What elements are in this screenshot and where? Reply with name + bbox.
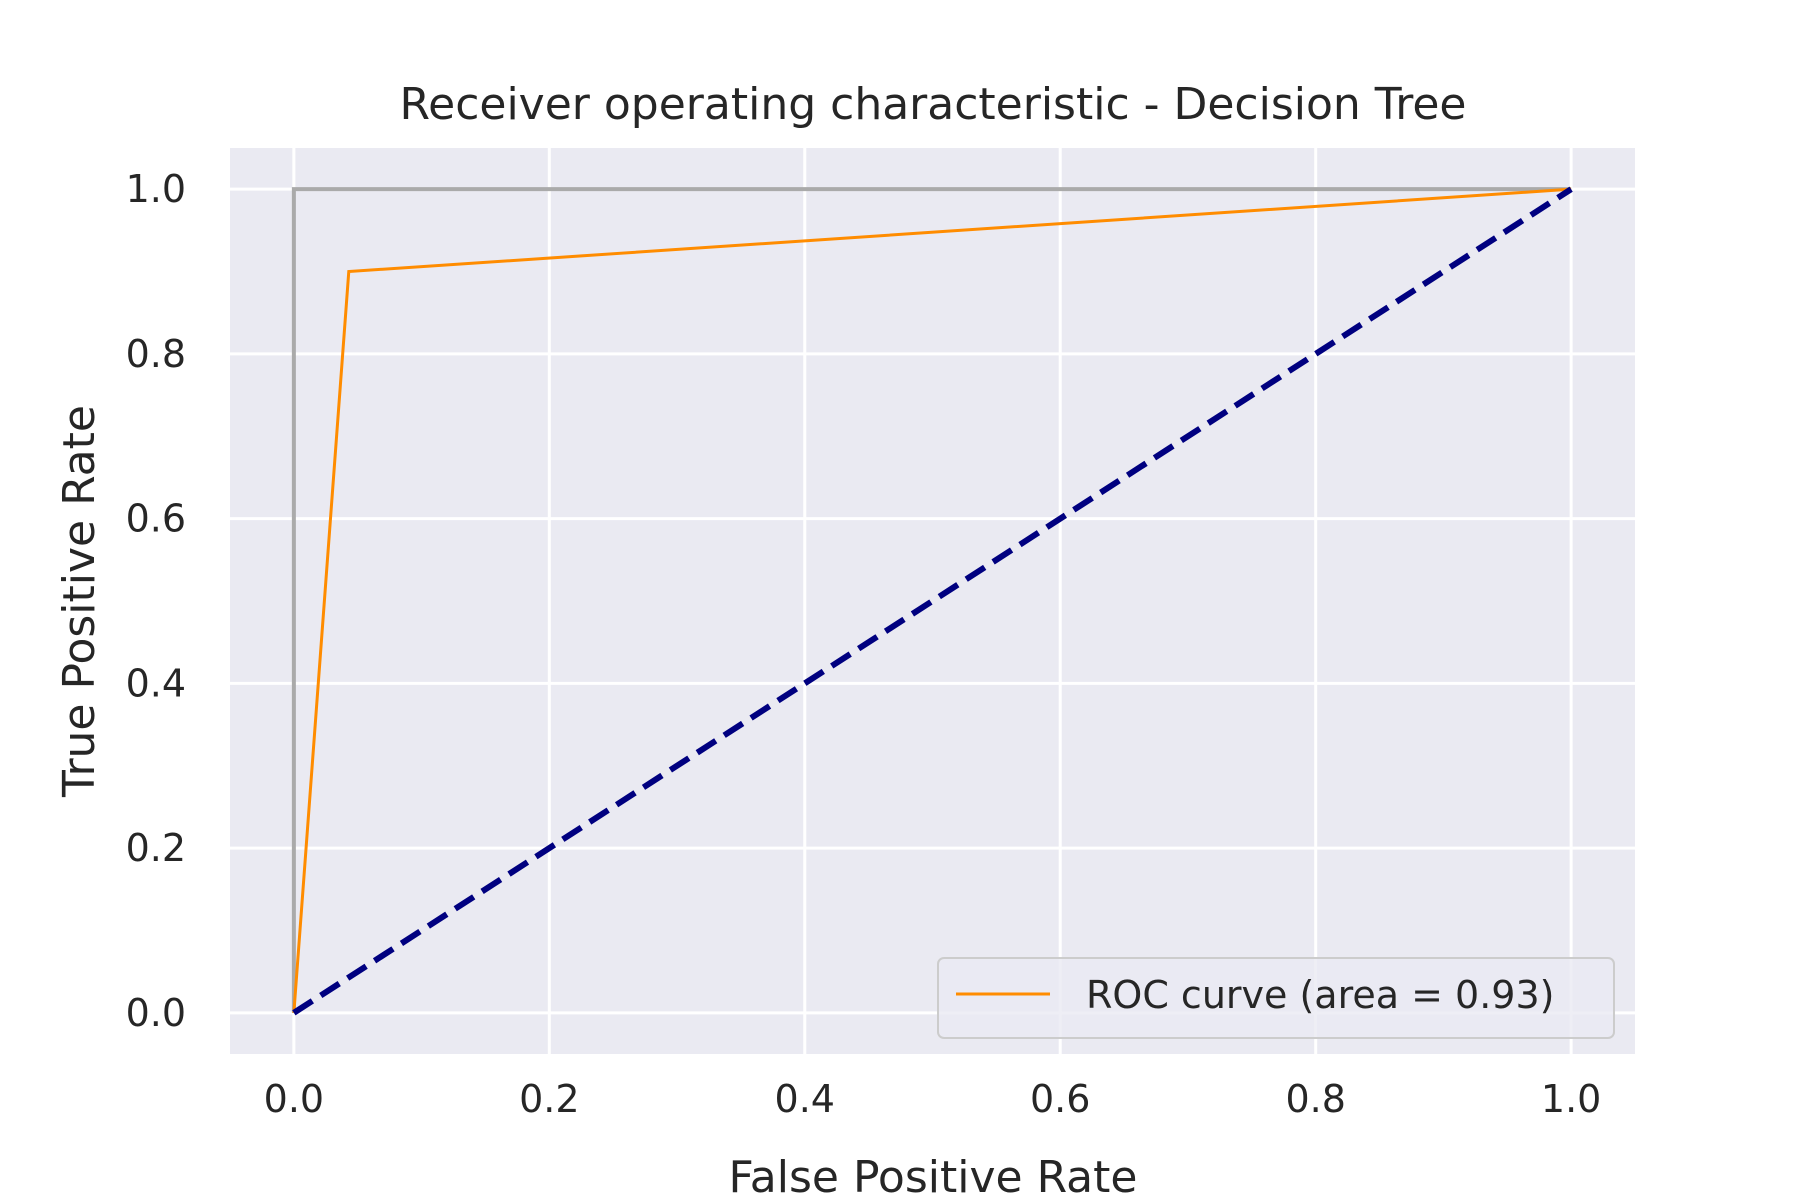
x-tick-label: 0.2 [519,1077,579,1121]
x-tick-label: 0.0 [264,1077,324,1121]
y-tick-label: 0.2 [126,826,186,870]
x-tick-label: 0.8 [1285,1077,1345,1121]
roc-curve-line [292,187,1572,1013]
y-tick-label: 0.4 [126,661,186,705]
y-tick-label: 0.0 [126,991,186,1035]
y-tick-label: 0.8 [126,332,186,376]
y-axis-label: True Positive Rate [54,405,105,798]
tick-labels: 0.0 0.2 0.4 0.6 0.8 1.0 0.0 0.2 0.4 0.6 0.8 1.0 [126,167,1602,1121]
legend-box [937,957,1615,1039]
x-tick-label: 0.4 [775,1077,835,1121]
x-axis-label: False Positive Rate [729,1152,1138,1200]
perfect-classifier-line [291,187,1572,1013]
chance-diagonal-line [292,186,1573,1016]
legend-label-roc: ROC curve (area = 0.93) [1086,973,1554,1017]
x-tick-label: 0.6 [1030,1077,1090,1121]
series-lines [291,186,1573,1016]
chart-title: Receiver operating characteristic - Deci… [400,79,1467,130]
legend: ROC curve (area = 0.93) [937,957,1615,1039]
x-tick-label: 1.0 [1541,1077,1601,1121]
y-tick-label: 0.6 [126,497,186,541]
y-tick-label: 1.0 [126,167,186,211]
grid-lines [230,148,1635,1054]
